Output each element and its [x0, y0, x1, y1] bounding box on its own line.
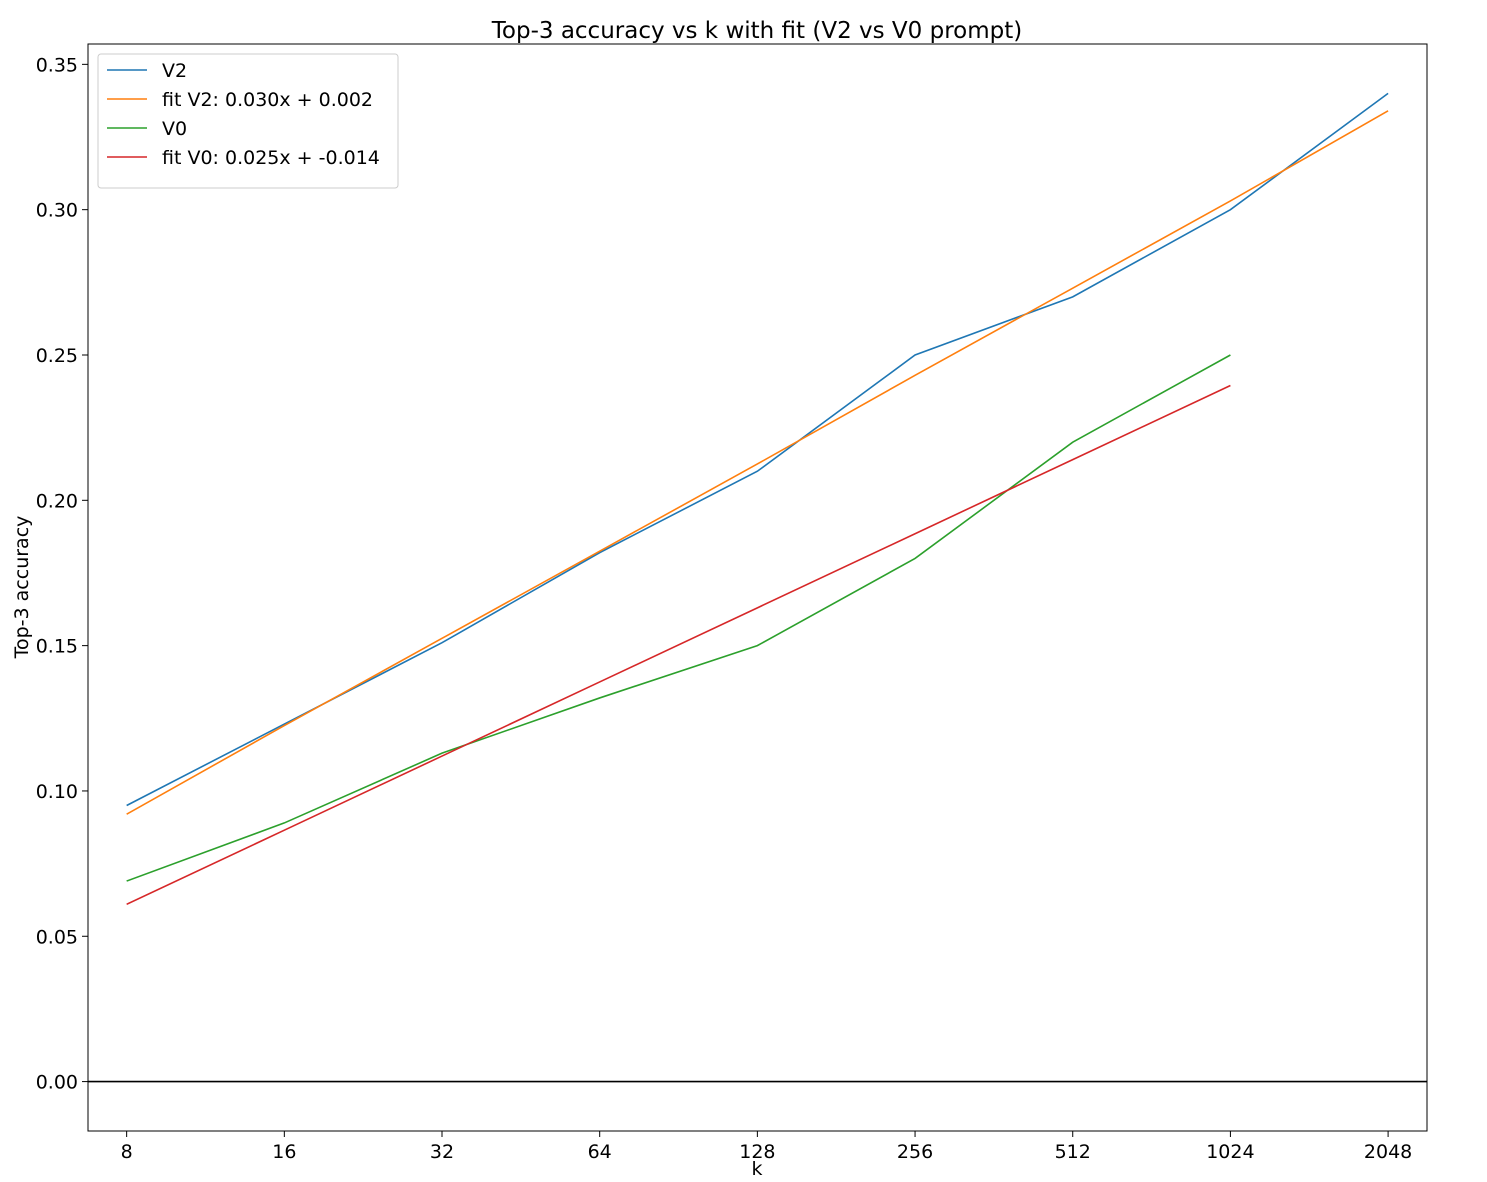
- x-tick-label: 8: [121, 1141, 133, 1163]
- plot-area: 8 16 32 64 128 256 512 1024 2048 0.00 0.05 0.10 0.15…: [36, 43, 1428, 1163]
- y-tick-label: 0.05: [36, 926, 78, 948]
- x-tick-label: 32: [430, 1141, 454, 1163]
- plot-frame: [87, 43, 1428, 1132]
- x-tick-label: 512: [1055, 1141, 1091, 1163]
- y-tick-label: 0.20: [36, 490, 78, 512]
- y-tick-label: 0.30: [36, 200, 78, 222]
- x-tick-label: 16: [272, 1141, 296, 1163]
- y-tick-label: 0.00: [36, 1072, 78, 1094]
- legend-label: fit V2: 0.030x + 0.002: [162, 89, 373, 111]
- y-axis-label: Top-3 accuracy: [11, 516, 33, 660]
- legend-label: V0: [162, 118, 187, 140]
- legend-label: fit V0: 0.025x + -0.014: [162, 147, 380, 169]
- x-axis-label: k: [751, 1158, 762, 1177]
- series-line-3: [126, 384, 1231, 906]
- y-tick-label: 0.10: [36, 781, 78, 803]
- chart-title: Top-3 accuracy vs k with fit (V2 vs V0 p…: [491, 18, 1022, 44]
- x-tick-label: 1024: [1206, 1141, 1254, 1163]
- series-line-0: [126, 92, 1389, 807]
- x-tick-label: 2048: [1364, 1141, 1412, 1163]
- y-tick-label: 0.35: [36, 54, 78, 76]
- series-line-1: [126, 110, 1389, 815]
- y-tick-label: 0.25: [36, 345, 78, 367]
- legend: V2 fit V2: 0.030x + 0.002 V0 fit V0: 0.025x…: [97, 53, 399, 189]
- y-tick-label: 0.15: [36, 636, 78, 658]
- legend-box: [97, 53, 399, 189]
- legend-label: V2: [162, 60, 187, 82]
- x-tick-label: 128: [739, 1141, 775, 1163]
- series-line-2: [126, 354, 1231, 882]
- x-tick-label: 64: [588, 1141, 612, 1163]
- x-tick-label: 256: [897, 1141, 933, 1163]
